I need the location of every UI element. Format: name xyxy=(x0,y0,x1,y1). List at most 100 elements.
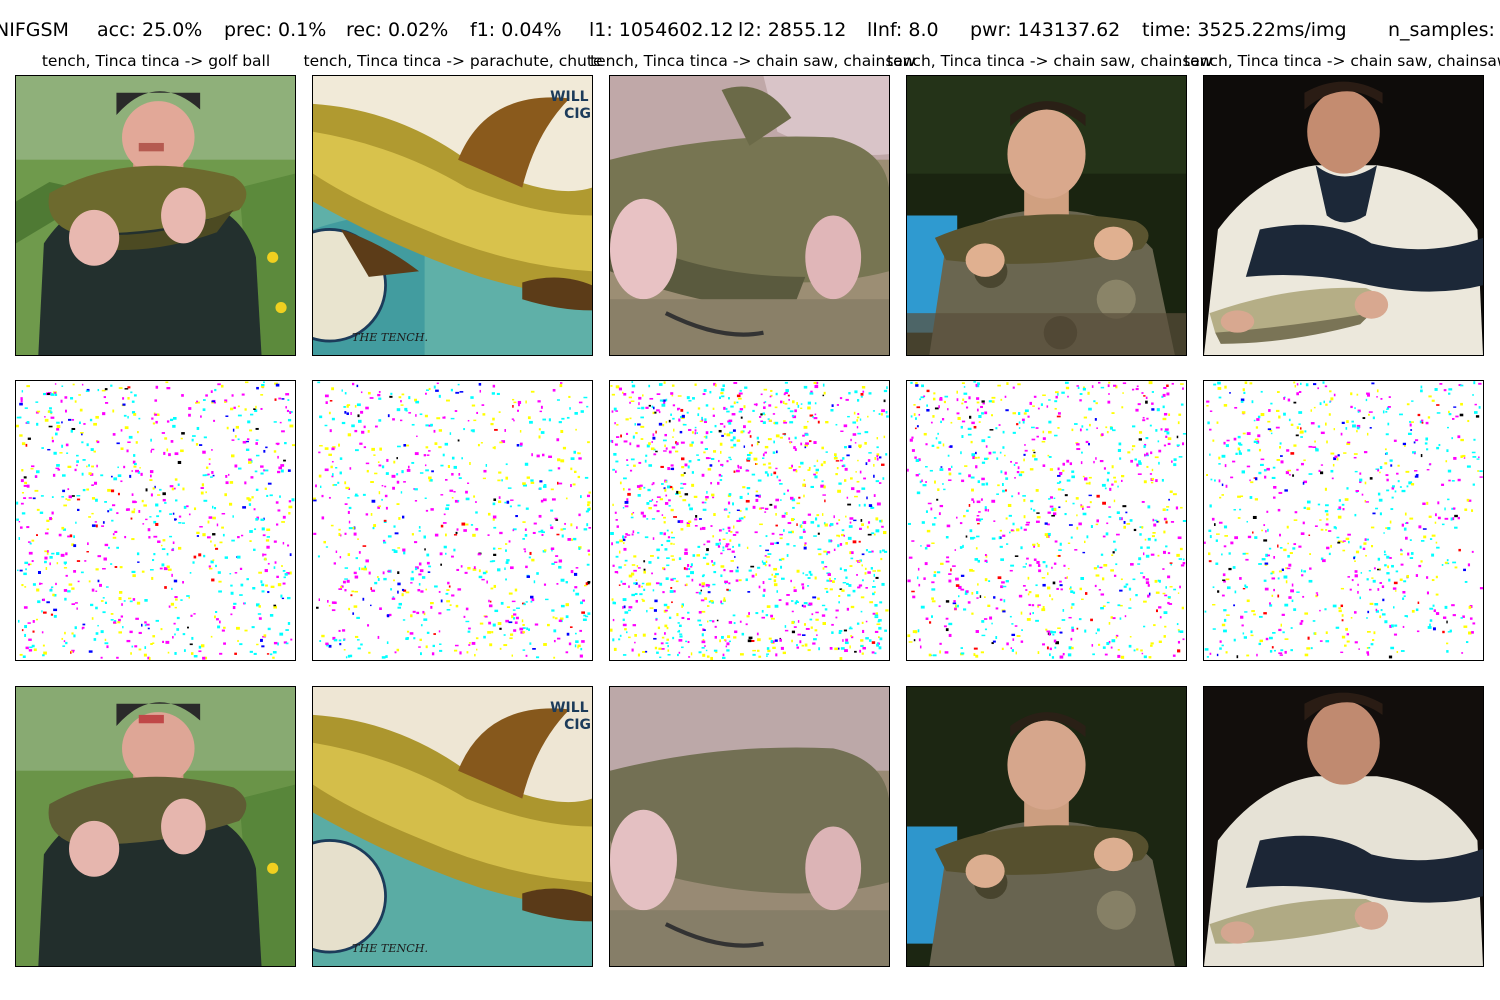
noise-pixel xyxy=(1340,604,1344,608)
noise-pixel xyxy=(169,513,173,516)
noise-pixel xyxy=(659,656,662,659)
noise-pixel xyxy=(1250,481,1254,484)
noise-pixel xyxy=(630,400,635,402)
noise-pixel xyxy=(573,450,577,454)
noise-pixel xyxy=(925,617,929,620)
noise-pixel xyxy=(670,578,674,581)
noise-pixel xyxy=(764,511,767,513)
noise-pixel xyxy=(670,467,675,471)
noise-pixel xyxy=(714,383,717,387)
noise-pixel xyxy=(643,570,646,574)
noise-pixel xyxy=(783,420,786,423)
noise-pixel xyxy=(446,589,450,591)
noise-pixel xyxy=(439,643,442,645)
noise-pixel xyxy=(637,567,641,569)
noise-pixel xyxy=(971,498,974,501)
card-brand: WILL xyxy=(550,89,588,105)
noise-pixel xyxy=(1059,542,1062,546)
noise-pixel xyxy=(42,644,45,647)
noise-pixel xyxy=(577,475,581,479)
noise-pixel xyxy=(133,413,137,416)
perturbation-map xyxy=(1203,380,1484,661)
noise-pixel xyxy=(538,530,542,533)
noise-pixel xyxy=(911,436,914,439)
noise-pixel xyxy=(423,618,428,621)
noise-pixel xyxy=(873,573,876,577)
noise-pixel xyxy=(856,622,860,625)
noise-pixel xyxy=(1076,627,1079,630)
noise-pixel xyxy=(837,489,842,493)
noise-pixel xyxy=(285,642,289,645)
noise-pixel xyxy=(960,425,963,429)
noise-pixel xyxy=(426,631,430,634)
noise-pixel xyxy=(558,565,562,569)
noise-pixel xyxy=(976,401,980,404)
noise-pixel xyxy=(581,640,585,643)
noise-pixel xyxy=(816,459,819,463)
noise-pixel xyxy=(813,473,816,476)
noise-pixel xyxy=(1283,548,1287,552)
noise-pixel xyxy=(248,458,252,461)
noise-pixel xyxy=(919,480,922,484)
noise-pixel xyxy=(921,521,925,524)
noise-pixel xyxy=(1057,467,1060,471)
noise-pixel xyxy=(658,383,663,386)
noise-pixel xyxy=(538,514,542,518)
noise-pixel xyxy=(70,397,74,400)
noise-pixel xyxy=(1444,517,1449,520)
noise-pixel xyxy=(774,421,779,425)
noise-pixel xyxy=(1239,577,1242,580)
noise-pixel xyxy=(826,552,828,556)
noise-pixel xyxy=(261,384,265,387)
noise-pixel xyxy=(859,527,862,530)
noise-pixel xyxy=(499,531,503,535)
noise-pixel xyxy=(917,629,920,633)
noise-pixel xyxy=(1320,464,1324,466)
noise-pixel xyxy=(1069,586,1072,589)
noise-pixel xyxy=(370,604,372,607)
noise-pixel xyxy=(193,655,198,658)
noise-pixel xyxy=(700,589,703,592)
noise-pixel xyxy=(1444,507,1446,511)
noise-pixel xyxy=(694,518,698,521)
noise-pixel xyxy=(1310,647,1313,650)
noise-pixel xyxy=(137,561,140,563)
noise-pixel xyxy=(492,547,496,550)
noise-pixel xyxy=(816,634,818,636)
noise-pixel xyxy=(775,524,778,527)
noise-pixel xyxy=(1363,451,1368,454)
noise-pixel xyxy=(221,526,224,529)
noise-pixel xyxy=(720,463,724,466)
noise-pixel xyxy=(1230,541,1234,545)
noise-pixel xyxy=(861,579,864,582)
noise-pixel xyxy=(551,609,555,612)
noise-pixel xyxy=(118,597,122,601)
noise-pixel xyxy=(952,602,956,605)
noise-pixel xyxy=(858,540,861,543)
noise-pixel xyxy=(1132,445,1136,448)
noise-pixel xyxy=(907,579,911,583)
noise-pixel xyxy=(28,638,32,641)
noise-pixel xyxy=(291,498,295,502)
noise-pixel xyxy=(984,554,987,556)
noise-pixel xyxy=(236,626,240,630)
noise-pixel xyxy=(1048,456,1052,458)
noise-pixel xyxy=(1403,527,1407,531)
noise-pixel xyxy=(123,600,126,602)
noise-pixel xyxy=(83,423,86,425)
noise-pixel xyxy=(1005,489,1007,492)
noise-pixel xyxy=(135,617,139,620)
noise-pixel xyxy=(765,535,768,538)
noise-pixel xyxy=(834,578,836,580)
noise-pixel xyxy=(418,526,421,529)
noise-pixel xyxy=(1426,468,1430,471)
noise-pixel xyxy=(632,435,635,439)
noise-pixel xyxy=(663,401,666,405)
noise-pixel xyxy=(323,540,327,544)
noise-pixel xyxy=(153,520,157,524)
noise-pixel xyxy=(108,546,110,549)
noise-pixel xyxy=(526,627,529,631)
noise-pixel xyxy=(1379,582,1382,584)
noise-pixel xyxy=(237,414,242,417)
noise-pixel xyxy=(269,614,274,617)
